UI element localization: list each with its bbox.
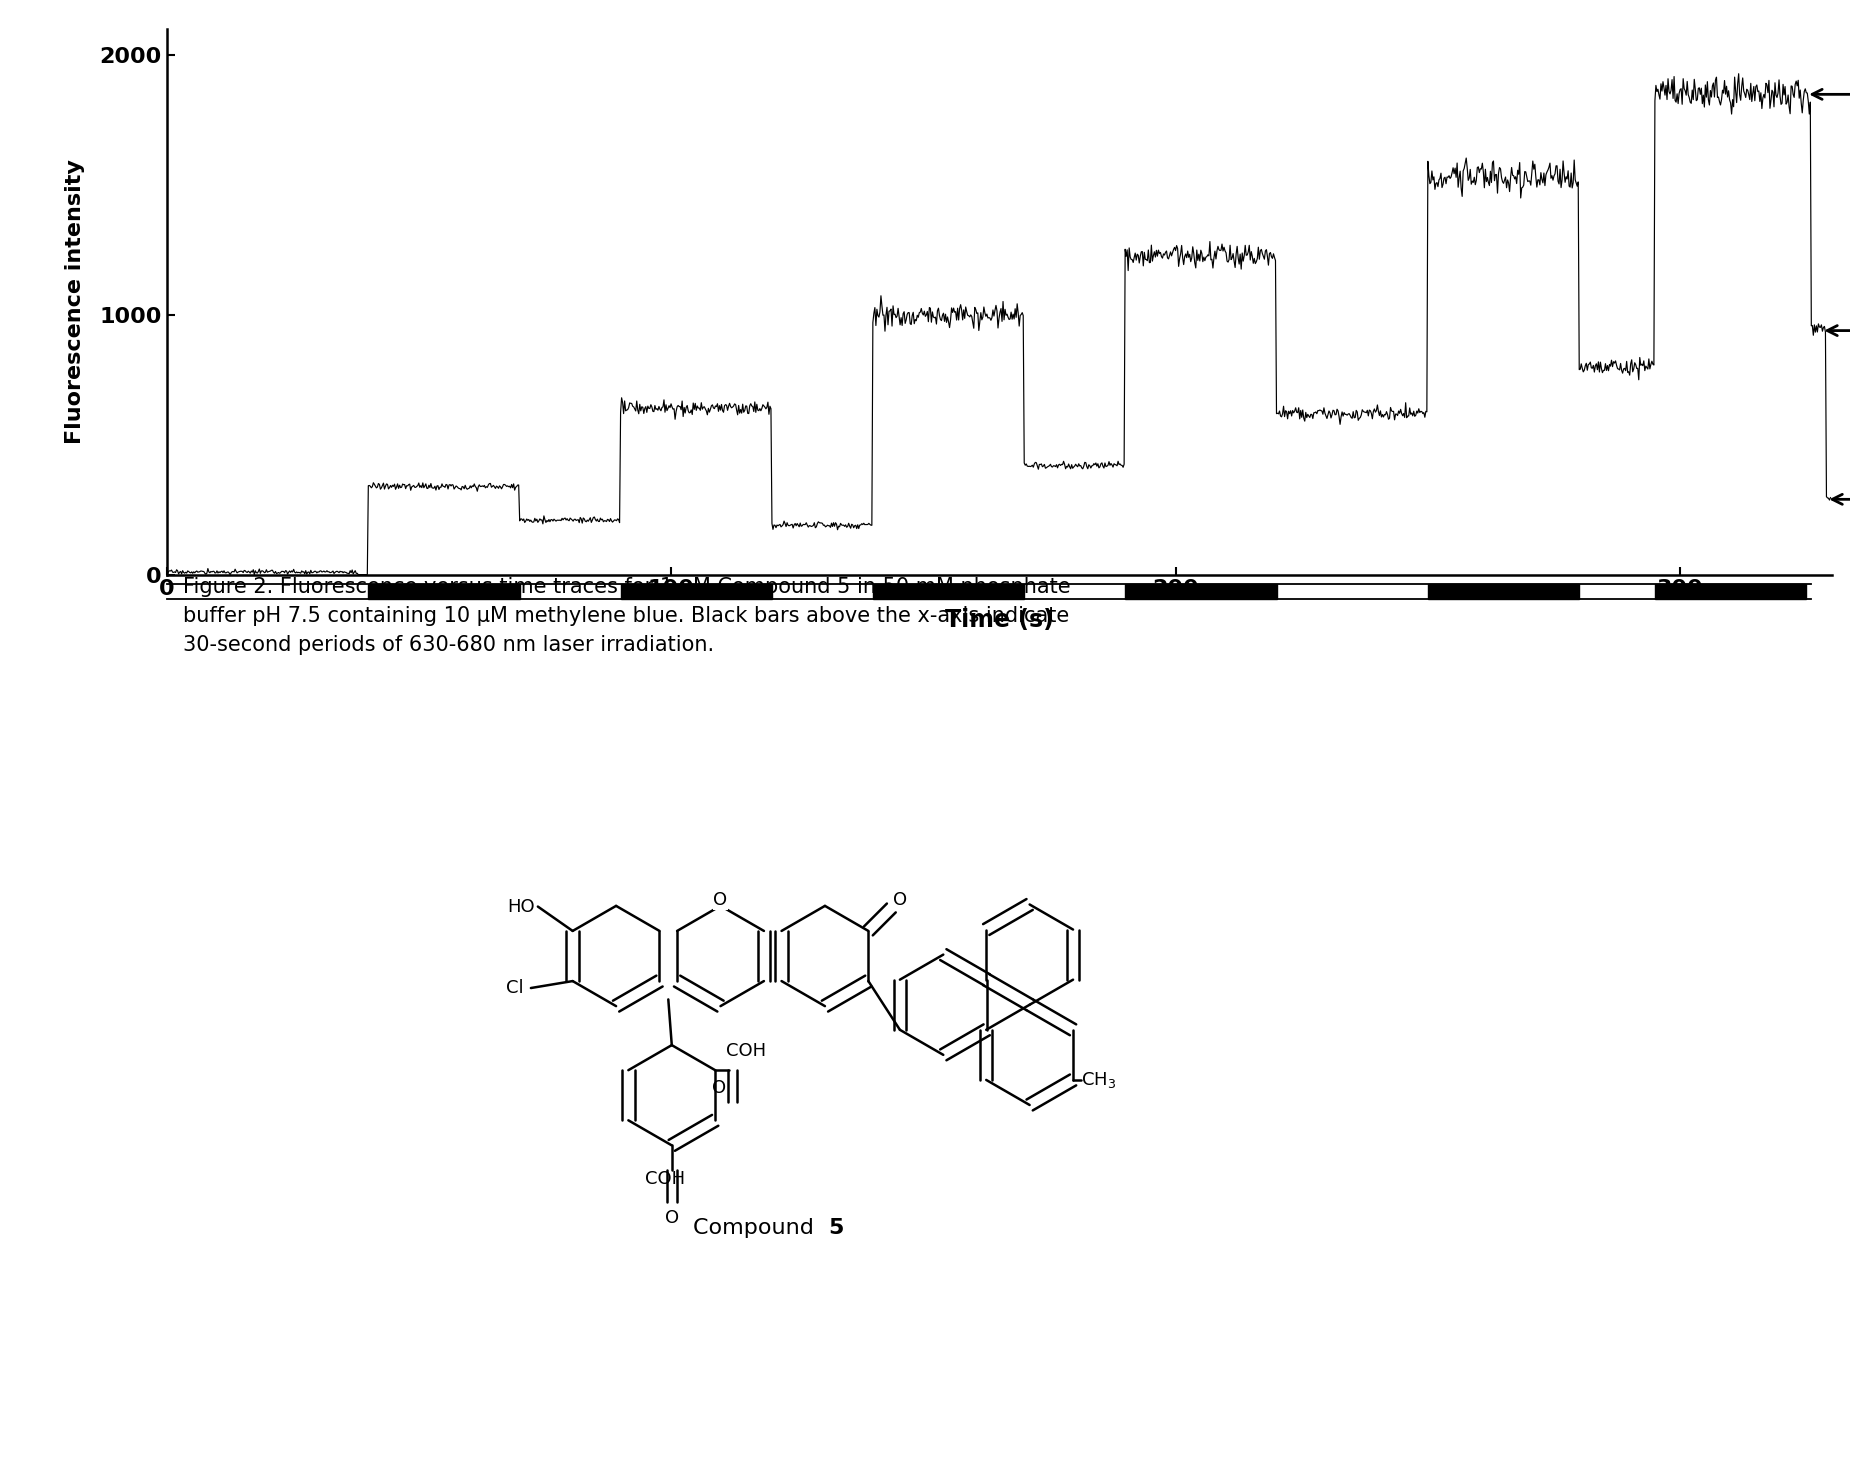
Bar (1656, 584, 1806, 599)
Text: +NaN$_3$: +NaN$_3$ (1832, 487, 1850, 511)
Text: COH: COH (646, 1170, 684, 1188)
Text: Figure 2. Fluorescence versus time traces for 1 μM Compound 5 in 50 mM phosphate: Figure 2. Fluorescence versus time trace… (183, 577, 1071, 655)
Text: O: O (892, 891, 906, 908)
Text: Cl: Cl (507, 979, 524, 997)
Bar (368, 584, 520, 599)
X-axis label: Time (s): Time (s) (945, 608, 1053, 631)
Y-axis label: Fluorescence intensity: Fluorescence intensity (65, 159, 85, 445)
Text: CH$_3$: CH$_3$ (1082, 1070, 1117, 1089)
Text: HO: HO (507, 898, 535, 916)
Bar (873, 584, 1025, 599)
Bar (620, 584, 771, 599)
Text: 5: 5 (829, 1217, 844, 1238)
Text: COH: COH (725, 1042, 766, 1060)
Text: +50% D₂O: +50% D₂O (1813, 84, 1850, 105)
Text: O: O (712, 1079, 725, 1097)
Text: Compound: Compound (694, 1217, 821, 1238)
Text: O: O (714, 892, 727, 910)
Bar (1428, 584, 1580, 599)
Bar (1125, 584, 1276, 599)
Text: pH 7.5: pH 7.5 (1828, 321, 1850, 340)
Text: O: O (664, 1210, 679, 1228)
